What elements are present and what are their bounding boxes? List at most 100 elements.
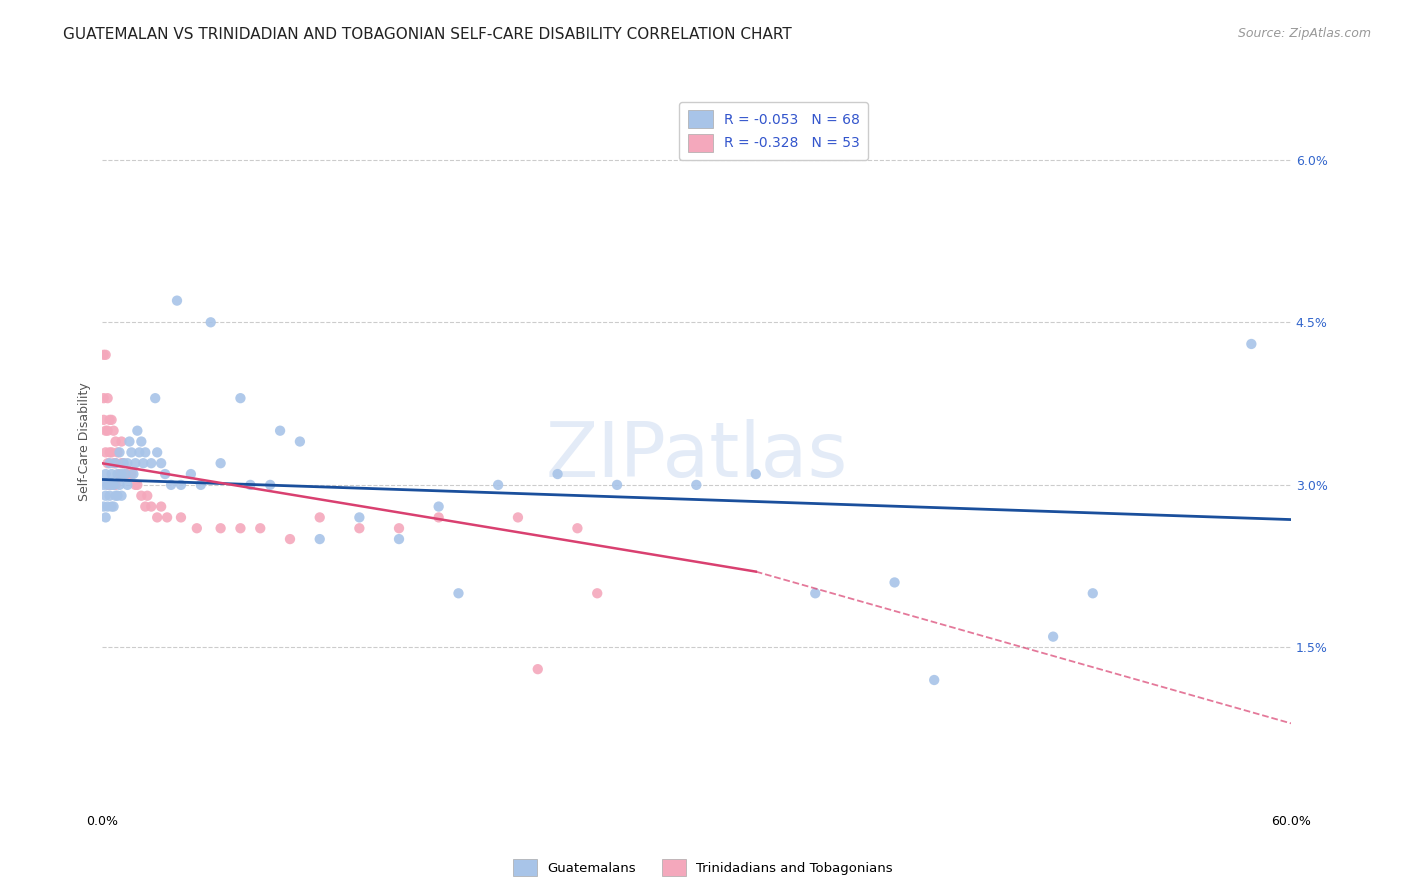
Point [308, 532, 330, 546]
Point [1240, 337, 1263, 351]
Point [108, 445, 131, 459]
Point [200, 315, 222, 329]
Point [107, 489, 129, 503]
Point [1042, 630, 1064, 644]
Point [288, 434, 311, 449]
Point [922, 673, 945, 687]
Point [349, 510, 371, 524]
Point [132, 456, 155, 470]
Point [104, 456, 127, 470]
Point [110, 489, 132, 503]
Point [153, 467, 176, 481]
Point [98, 413, 121, 427]
Point [110, 467, 132, 481]
Point [388, 532, 411, 546]
Point [141, 456, 163, 470]
Point [685, 478, 707, 492]
Point [103, 500, 125, 514]
Point [118, 434, 141, 449]
Text: ZIPatlas: ZIPatlas [546, 419, 848, 493]
Point [547, 467, 569, 481]
Point [156, 510, 179, 524]
Point [143, 391, 166, 405]
Point [239, 478, 262, 492]
Point [278, 532, 301, 546]
Point [93, 500, 115, 514]
Point [97, 500, 120, 514]
Point [103, 478, 125, 492]
Point [150, 500, 173, 514]
Point [349, 521, 371, 535]
Point [745, 467, 768, 481]
Point [170, 510, 193, 524]
Point [506, 510, 529, 524]
Point [388, 521, 411, 535]
Point [229, 521, 252, 535]
Point [108, 467, 131, 481]
Point [883, 575, 905, 590]
Point [93, 348, 115, 362]
Point [97, 391, 120, 405]
Point [567, 521, 589, 535]
Point [103, 424, 125, 438]
Point [104, 434, 127, 449]
Point [104, 489, 127, 503]
Point [127, 424, 149, 438]
Point [100, 445, 122, 459]
Legend: R = -0.053   N = 68, R = -0.328   N = 53: R = -0.053 N = 68, R = -0.328 N = 53 [679, 102, 868, 160]
Point [209, 521, 232, 535]
Point [94, 348, 117, 362]
Point [146, 445, 169, 459]
Point [136, 489, 159, 503]
Point [804, 586, 827, 600]
Point [146, 510, 169, 524]
Point [166, 293, 188, 308]
Point [93, 413, 115, 427]
Point [117, 467, 139, 481]
Point [98, 456, 121, 470]
Text: GUATEMALAN VS TRINIDADIAN AND TOBAGONIAN SELF-CARE DISABILITY CORRELATION CHART: GUATEMALAN VS TRINIDADIAN AND TOBAGONIAN… [63, 27, 792, 42]
Point [94, 424, 117, 438]
Point [447, 586, 470, 600]
Point [120, 467, 142, 481]
Point [606, 478, 628, 492]
Point [100, 413, 122, 427]
Text: Source: ZipAtlas.com: Source: ZipAtlas.com [1237, 27, 1371, 40]
Point [110, 456, 132, 470]
Point [1081, 586, 1104, 600]
Point [97, 424, 120, 438]
Point [94, 445, 117, 459]
Point [229, 391, 252, 405]
Point [107, 445, 129, 459]
Point [259, 478, 281, 492]
Point [112, 456, 135, 470]
Point [104, 478, 127, 492]
Point [104, 456, 127, 470]
Point [150, 456, 173, 470]
Point [427, 510, 450, 524]
Point [131, 434, 153, 449]
Point [427, 500, 450, 514]
Y-axis label: Self-Care Disability: Self-Care Disability [79, 382, 91, 501]
Point [93, 391, 115, 405]
Point [112, 456, 135, 470]
Point [107, 467, 129, 481]
Point [94, 510, 117, 524]
Point [160, 478, 183, 492]
Point [114, 467, 136, 481]
Point [134, 500, 156, 514]
Point [97, 478, 120, 492]
Point [141, 500, 163, 514]
Point [97, 456, 120, 470]
Point [128, 445, 150, 459]
Point [108, 478, 131, 492]
Point [586, 586, 609, 600]
Point [134, 445, 156, 459]
Point [249, 521, 271, 535]
Point [98, 445, 121, 459]
Point [100, 478, 122, 492]
Point [180, 467, 202, 481]
Point [117, 456, 139, 470]
Point [97, 478, 120, 492]
Point [526, 662, 548, 676]
